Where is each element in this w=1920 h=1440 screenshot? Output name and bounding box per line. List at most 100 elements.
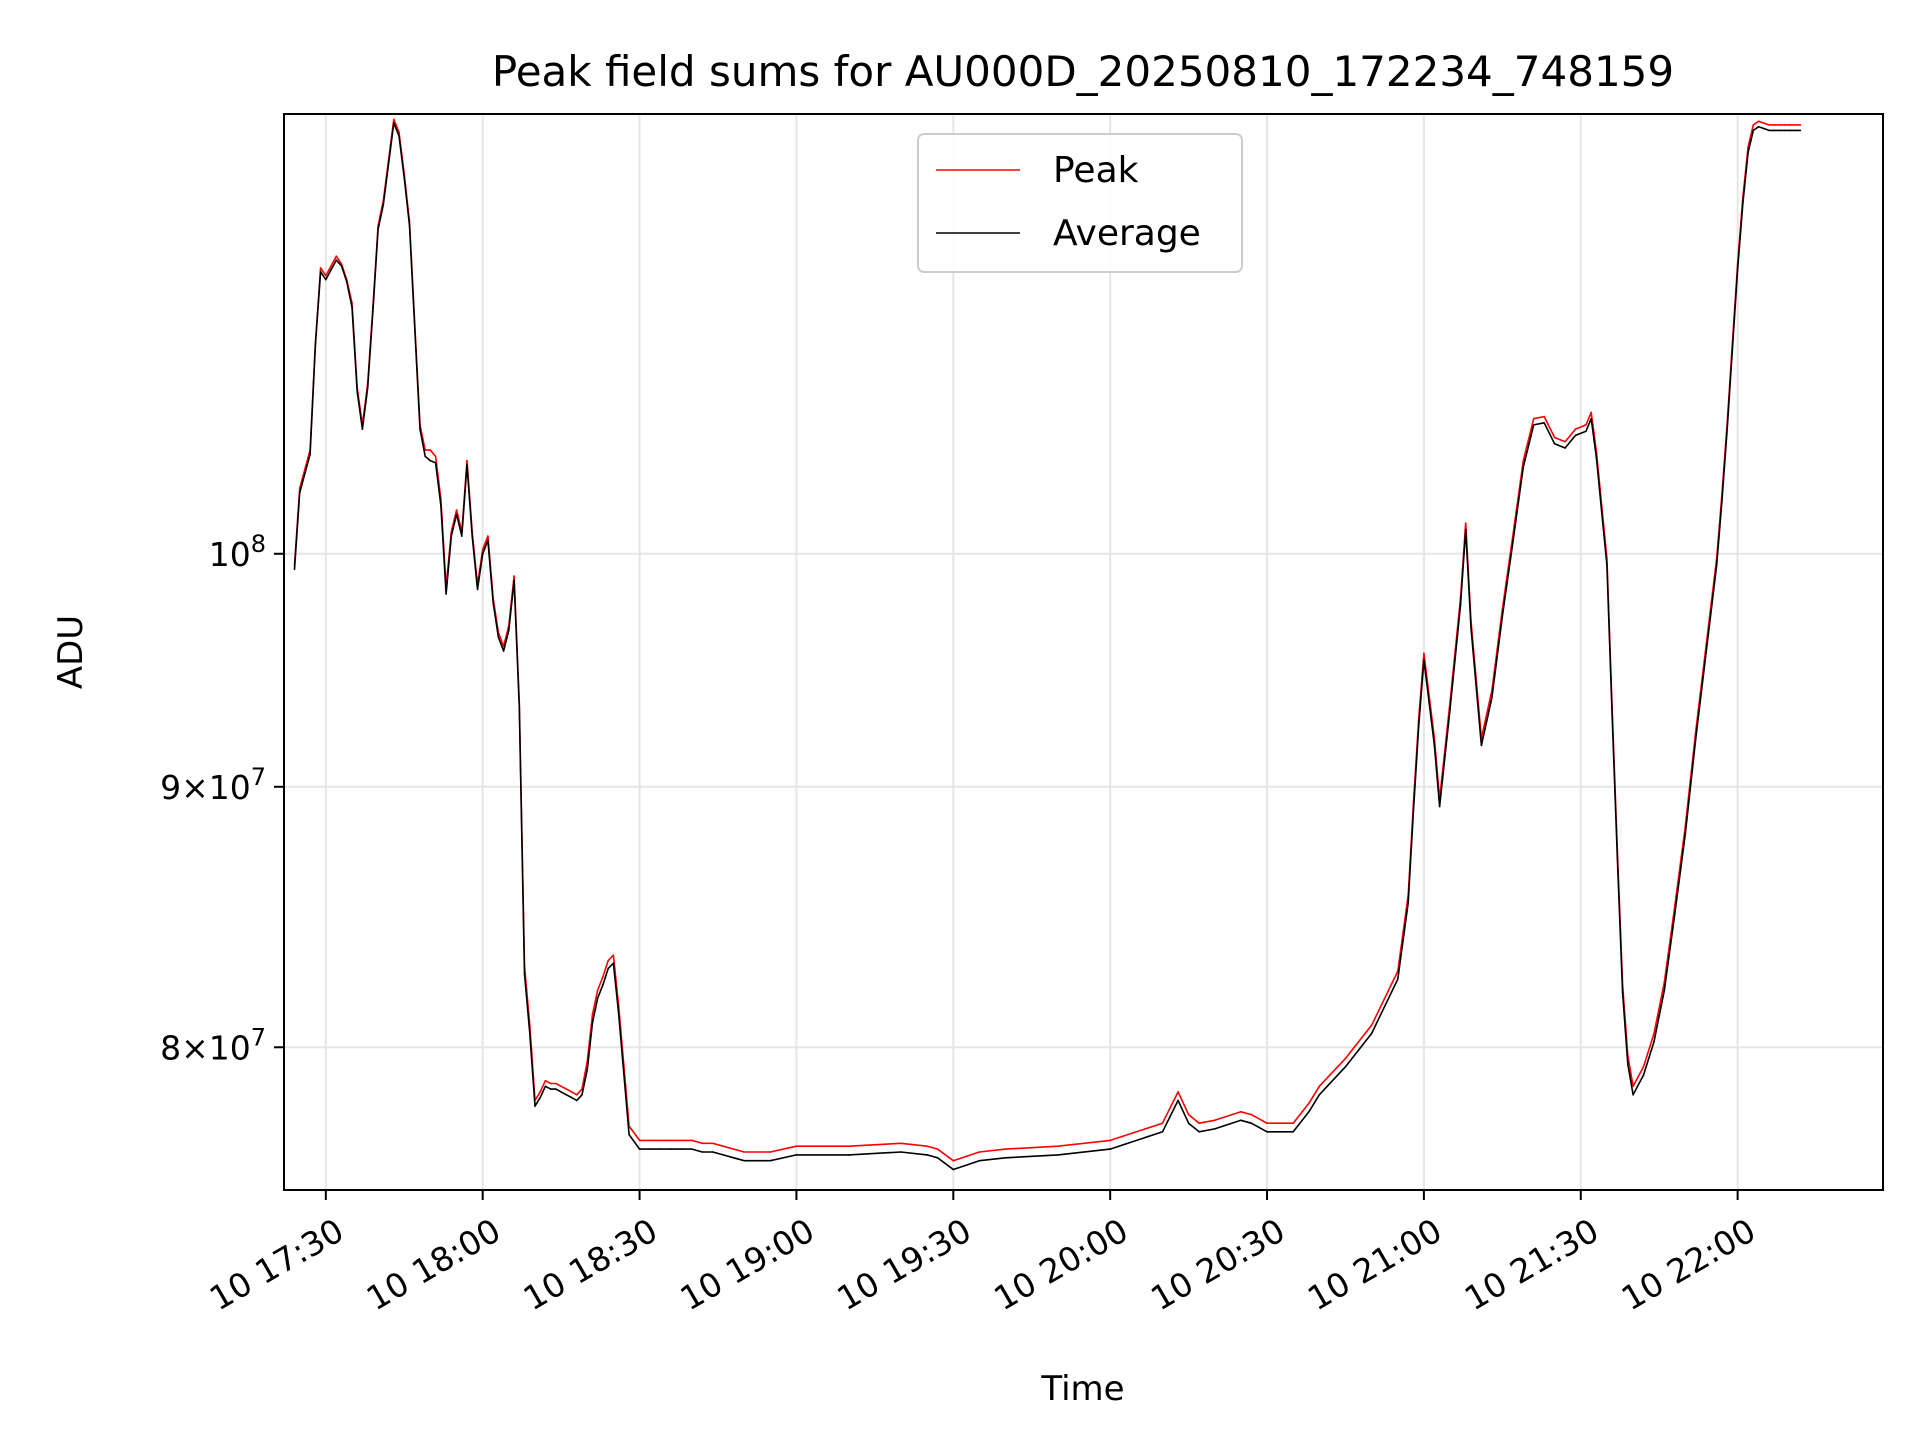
data-point-average xyxy=(1464,528,1467,531)
data-point-average xyxy=(1407,902,1409,904)
data-point-average xyxy=(461,535,463,537)
data-point-peak xyxy=(732,1148,735,1150)
data-point-peak xyxy=(1768,124,1770,126)
data-point-average xyxy=(523,973,526,975)
data-point-peak xyxy=(481,548,484,551)
data-point-peak xyxy=(1799,124,1802,126)
data-point-average xyxy=(1674,912,1676,914)
data-point-average xyxy=(570,1096,573,1099)
data-point-peak xyxy=(570,1091,573,1093)
data-point-peak xyxy=(1004,1148,1007,1150)
data-point-peak xyxy=(1543,415,1545,418)
data-point-average xyxy=(1004,1157,1007,1159)
data-point-average xyxy=(549,1088,552,1090)
data-point-peak xyxy=(1292,1122,1294,1124)
data-point-average xyxy=(429,459,432,462)
data-point-average xyxy=(382,203,385,206)
data-point-peak xyxy=(1632,1085,1634,1088)
data-point-peak xyxy=(325,274,327,277)
data-point-average xyxy=(529,1032,531,1035)
data-point-average xyxy=(565,1094,568,1096)
data-point-average xyxy=(534,1105,536,1107)
data-point-peak xyxy=(612,954,615,956)
data-point-average xyxy=(1789,129,1791,132)
data-point-average xyxy=(319,271,322,273)
data-point-average xyxy=(366,386,369,389)
data-point-peak xyxy=(952,1159,955,1162)
data-point-peak xyxy=(1370,1024,1373,1027)
data-point-average xyxy=(555,1088,557,1090)
data-point-average xyxy=(434,462,437,464)
data-point-peak xyxy=(712,1142,714,1145)
data-point-average xyxy=(466,464,468,466)
data-point-average xyxy=(1397,978,1399,980)
data-point-peak xyxy=(513,575,515,577)
series-average xyxy=(293,122,1802,1171)
data-point-peak xyxy=(393,118,395,121)
data-point-peak xyxy=(638,1139,641,1142)
data-point-peak xyxy=(555,1082,557,1085)
data-point-peak xyxy=(1778,124,1781,126)
data-point-peak xyxy=(596,989,599,991)
data-point-average xyxy=(408,224,411,227)
data-point-peak xyxy=(1522,459,1525,462)
data-point-peak xyxy=(1757,120,1760,123)
y-tick-label: 8×107 xyxy=(160,1023,266,1067)
data-point-peak xyxy=(743,1151,745,1153)
data-point-average xyxy=(1522,466,1525,468)
data-point-peak xyxy=(539,1091,541,1093)
data-point-peak xyxy=(680,1139,683,1142)
data-point-average xyxy=(1621,991,1624,994)
data-point-average xyxy=(1684,833,1687,835)
data-point-average xyxy=(1606,564,1608,566)
data-point-average xyxy=(1480,744,1483,747)
data-point-peak xyxy=(335,255,338,257)
data-point-average xyxy=(602,983,604,986)
data-point-average xyxy=(1632,1094,1634,1096)
data-point-peak xyxy=(330,265,332,267)
data-point-peak xyxy=(1109,1139,1111,1142)
data-point-average xyxy=(847,1154,850,1156)
data-point-peak xyxy=(549,1082,552,1085)
data-point-average xyxy=(1240,1119,1242,1122)
data-point-average xyxy=(1491,696,1493,699)
data-point-average xyxy=(450,535,453,537)
data-point-average xyxy=(398,135,400,137)
data-point-peak xyxy=(1198,1122,1200,1124)
data-point-peak xyxy=(1752,124,1755,126)
data-point-peak xyxy=(1250,1113,1253,1116)
data-point-average xyxy=(649,1148,651,1150)
data-point-average xyxy=(1752,129,1755,132)
y-axis: 8×107 9×107 108 xyxy=(160,530,284,1067)
data-point-average xyxy=(1721,500,1723,503)
data-point-average xyxy=(1705,650,1708,652)
data-point-average xyxy=(628,1133,630,1136)
data-point-average xyxy=(345,280,348,283)
data-point-average xyxy=(1616,858,1619,860)
data-point-average xyxy=(413,326,416,328)
data-point-average xyxy=(795,1154,798,1156)
data-point-peak xyxy=(1564,440,1566,443)
data-point-peak xyxy=(1464,522,1467,524)
data-point-peak xyxy=(602,975,604,978)
data-point-average xyxy=(476,588,479,591)
data-point-average xyxy=(1564,447,1566,449)
data-point-average xyxy=(596,997,599,999)
data-point-average xyxy=(544,1085,547,1088)
data-point-average xyxy=(1198,1131,1200,1133)
data-point-average xyxy=(1574,434,1577,437)
data-point-peak xyxy=(978,1151,981,1153)
data-point-average xyxy=(1553,443,1556,445)
data-point-average xyxy=(419,428,421,430)
data-point-peak xyxy=(900,1142,902,1145)
data-point-average xyxy=(424,455,427,458)
data-point-average xyxy=(712,1151,714,1153)
data-point-peak xyxy=(434,455,437,458)
data-point-peak xyxy=(1653,1032,1655,1035)
data-point-average xyxy=(900,1151,902,1153)
data-point-average xyxy=(497,636,500,638)
data-point-average xyxy=(335,259,338,261)
data-point-average xyxy=(732,1157,735,1159)
data-point-average xyxy=(1177,1099,1179,1102)
